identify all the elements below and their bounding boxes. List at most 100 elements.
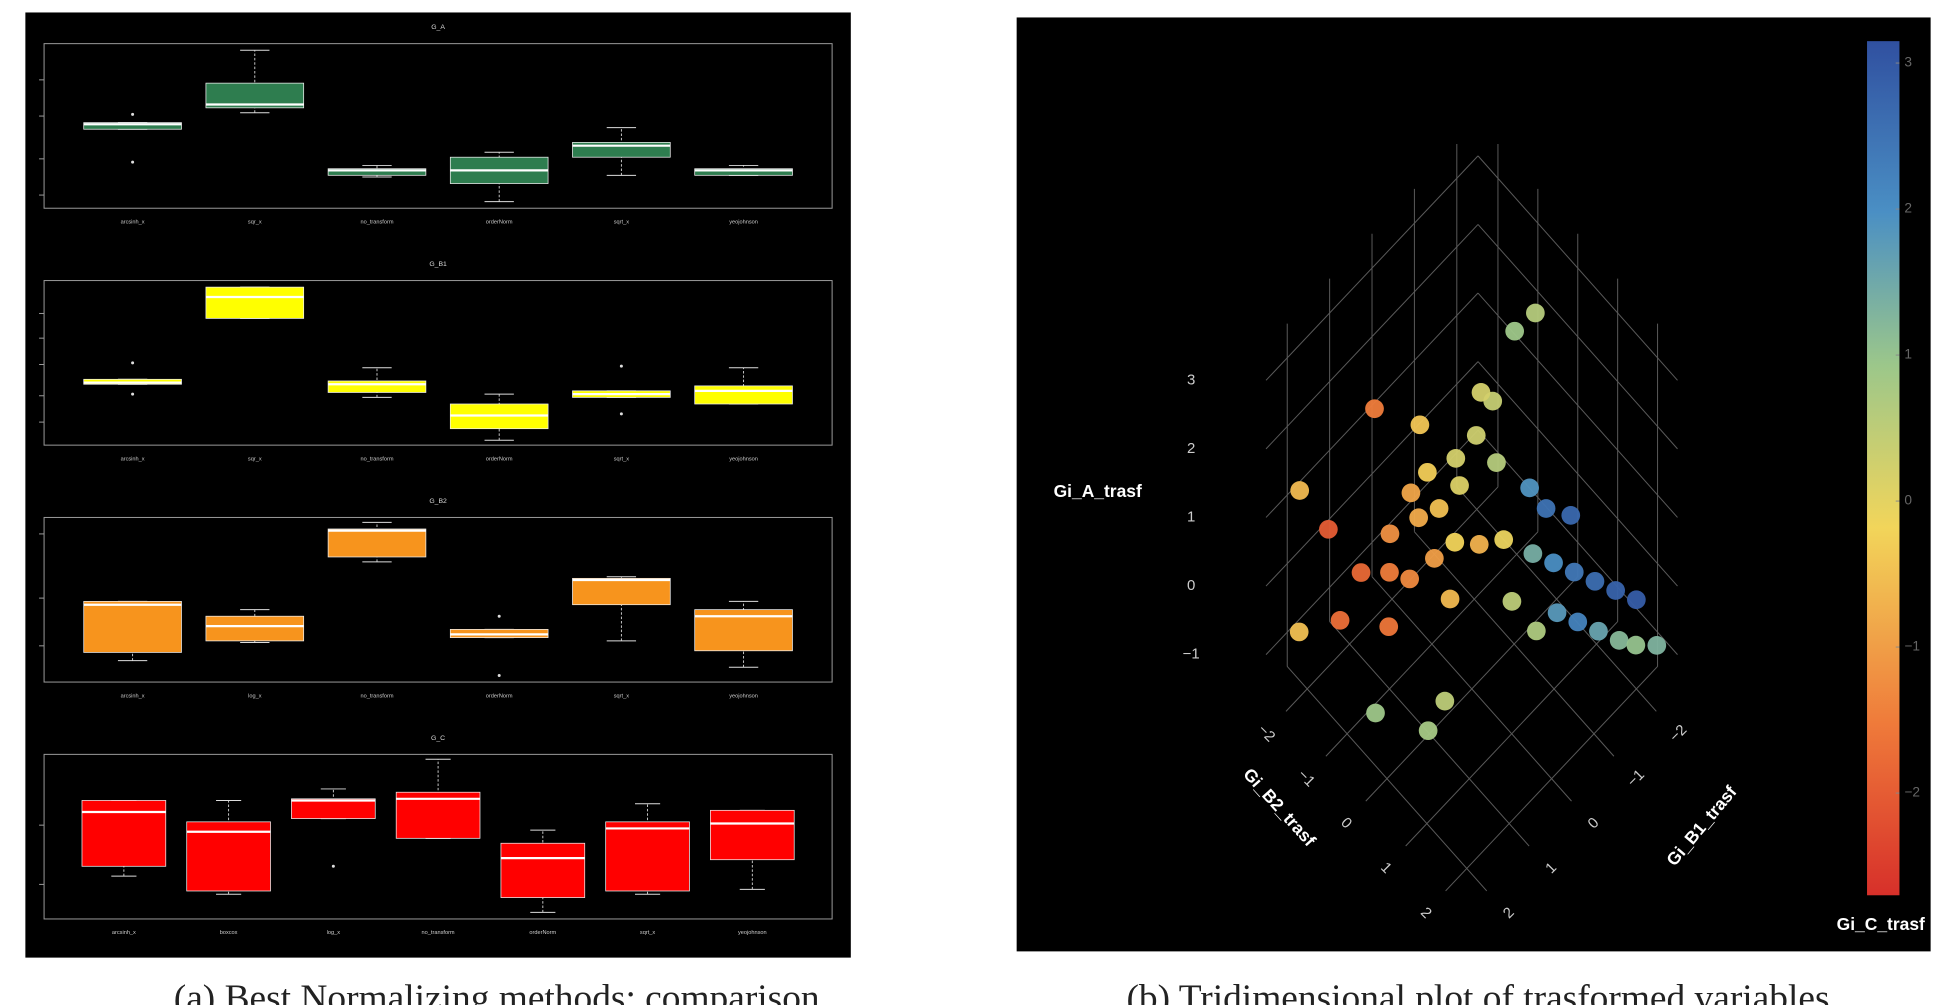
grid-line <box>1477 361 1678 587</box>
x-tick-label: log_x <box>327 930 341 936</box>
point <box>1319 519 1338 539</box>
point <box>1585 571 1605 591</box>
z-tick-label: 3 <box>1187 371 1195 388</box>
point <box>1626 635 1646 655</box>
point <box>1380 562 1399 582</box>
box <box>205 615 305 642</box>
point <box>1526 303 1545 323</box>
point <box>1401 483 1421 503</box>
caption-a: (a) Best Normalizing methods: comparison <box>174 978 820 1005</box>
grid-line <box>1456 486 1657 712</box>
point <box>1494 530 1514 550</box>
point <box>1409 508 1429 528</box>
colorbar-title: Gi_C_trasf <box>1837 914 1925 934</box>
point <box>1440 589 1460 609</box>
point <box>1425 549 1444 568</box>
plot-frame <box>43 516 833 683</box>
box <box>205 286 305 319</box>
x-tick-label: yeojohnson <box>729 219 758 225</box>
point <box>1568 612 1588 632</box>
point <box>1589 621 1608 641</box>
point <box>1445 532 1465 552</box>
x-tick-label: orderNorm <box>486 219 513 225</box>
point <box>1536 499 1556 518</box>
x-tick-label: no_transform <box>360 219 393 225</box>
box <box>83 122 182 130</box>
grid-line <box>1477 429 1678 655</box>
point <box>1547 603 1567 623</box>
x-tick-label: log_x <box>248 693 262 699</box>
x-tick-label: sqrt_x <box>614 219 629 225</box>
point <box>1366 703 1385 723</box>
x-tick-label: boxcox <box>220 930 238 936</box>
point <box>1400 569 1420 589</box>
outlier <box>131 392 135 396</box>
plot-frame <box>43 280 833 446</box>
x-tick-label: sqrt_x <box>614 693 629 699</box>
panel-title: G_B2 <box>429 498 447 505</box>
point <box>1330 610 1350 630</box>
point <box>1429 499 1449 518</box>
point <box>1379 617 1399 637</box>
x-tick-label: arcsinh_x <box>121 693 145 699</box>
grid-line <box>1371 576 1572 802</box>
grid-line <box>1414 531 1615 757</box>
z-tick-label: −1 <box>1183 646 1200 663</box>
point <box>1564 562 1584 582</box>
box <box>83 601 182 653</box>
colorbar-tick-label: −2 <box>1904 785 1920 800</box>
point <box>1647 636 1667 655</box>
point <box>1418 721 1438 741</box>
box <box>694 168 793 176</box>
z-tick-label: 2 <box>1187 440 1195 457</box>
point <box>1466 426 1486 445</box>
grid-line <box>1477 155 1678 381</box>
x-tick-label: no_transform <box>360 693 393 699</box>
x-tick-label: yeojohnson <box>729 693 758 699</box>
point <box>1418 462 1437 482</box>
outlier <box>619 364 623 368</box>
box <box>327 168 427 176</box>
outlier <box>131 160 135 164</box>
colorbar <box>1867 41 1900 896</box>
point <box>1435 691 1455 711</box>
x-tick-label: yeojohnson <box>729 456 758 462</box>
point <box>1627 590 1646 610</box>
colorbar-tick-label: −1 <box>1904 639 1920 654</box>
box <box>186 821 271 892</box>
z-axis-title: Gi_A_trasf <box>1054 481 1142 501</box>
box <box>572 577 671 606</box>
box <box>605 821 690 892</box>
point <box>1523 544 1543 563</box>
point <box>1290 481 1310 500</box>
colorbar-tick-label: 3 <box>1904 55 1912 70</box>
x-tick-label: no_transform <box>422 930 455 936</box>
colorbar-tick-label: 1 <box>1904 347 1912 362</box>
plot-frame <box>43 43 833 209</box>
x-tick-label: orderNorm <box>486 456 513 462</box>
plot-frame <box>43 753 833 920</box>
x-tick-label: sqrt_x <box>614 456 629 462</box>
box <box>327 528 427 558</box>
panel-title: G_B1 <box>429 261 447 268</box>
point <box>1289 622 1309 642</box>
outlier <box>131 361 135 365</box>
point <box>1487 453 1506 472</box>
point <box>1527 621 1546 641</box>
point <box>1446 449 1466 468</box>
grid-line <box>1265 224 1479 450</box>
outlier <box>497 614 501 618</box>
x-tick-label: orderNorm <box>486 693 513 699</box>
x-tick-label: sqr_x <box>248 219 262 225</box>
panel-b-background <box>1016 17 1931 952</box>
x-tick-label: yeojohnson <box>738 930 767 936</box>
point <box>1520 478 1539 498</box>
point <box>1469 535 1489 554</box>
z-tick-label: 1 <box>1187 508 1195 525</box>
box <box>291 798 376 819</box>
colorbar-tick-label: 0 <box>1904 493 1912 508</box>
panel-title: G_A <box>431 24 445 31</box>
box <box>694 385 793 405</box>
caption-b: (b) Tridimensional plot of trasformed va… <box>1126 978 1829 1005</box>
